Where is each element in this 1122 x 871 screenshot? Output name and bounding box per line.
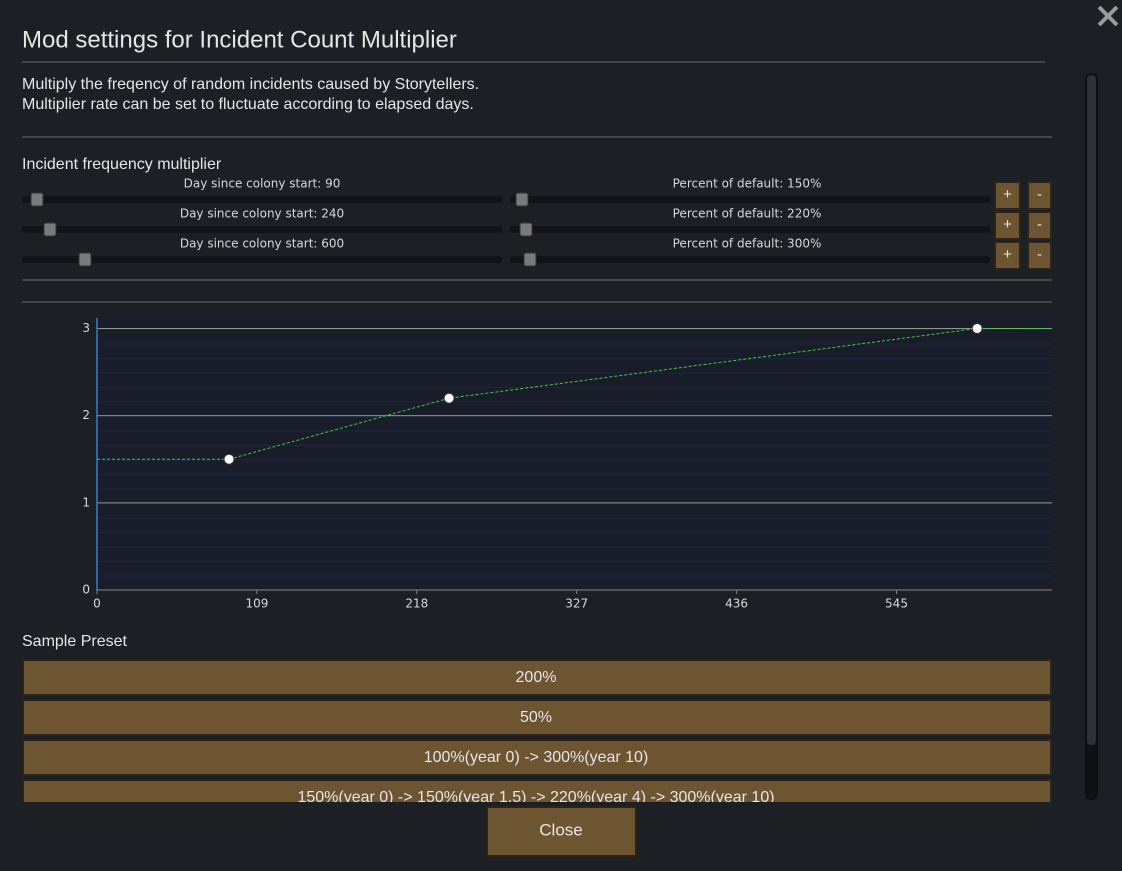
plot-minor-grid xyxy=(97,318,1052,590)
preset-label: 50% xyxy=(520,709,552,726)
minus-label: - xyxy=(1037,246,1042,263)
percent-slider-track[interactable] xyxy=(510,196,990,203)
scrollbar-thumb[interactable] xyxy=(1087,75,1096,745)
slider-thumb[interactable] xyxy=(519,222,533,237)
percent-label: Percent of default: 150% xyxy=(673,177,822,191)
x-tick-label: 327 xyxy=(565,597,588,611)
percent-label: Percent of default: 300% xyxy=(673,237,822,251)
point[interactable] xyxy=(971,322,983,334)
percent-label: Percent of default: 220% xyxy=(673,207,822,221)
plus-label: + xyxy=(1003,216,1012,233)
description: Multiply the freqency of random incident… xyxy=(22,76,479,93)
preset-label: Sample Preset xyxy=(22,633,127,650)
preset-button[interactable] xyxy=(22,779,1052,815)
plus-button[interactable] xyxy=(994,211,1021,240)
window-title: Mod settings for Incident Count Multipli… xyxy=(22,26,457,53)
plus-button[interactable] xyxy=(994,241,1021,270)
description: Multiplier rate can be set to fluctuate … xyxy=(22,96,474,113)
x-tick-label: 218 xyxy=(405,597,428,611)
preset-label: 200% xyxy=(516,669,557,686)
y-tick-label: 2 xyxy=(82,408,90,422)
plus-label: + xyxy=(1003,246,1012,263)
close-button-label: Close xyxy=(539,820,582,839)
minus-button[interactable] xyxy=(1027,181,1052,210)
preset-button[interactable] xyxy=(22,739,1052,776)
section-label: Incident frequency multiplier xyxy=(22,156,222,173)
y-tick-label: 1 xyxy=(82,495,90,509)
slider-thumb[interactable] xyxy=(523,252,537,267)
minus-button[interactable] xyxy=(1027,211,1052,240)
slider-thumb[interactable] xyxy=(515,192,529,207)
day-slider-track[interactable] xyxy=(22,196,502,203)
day-slider-track[interactable] xyxy=(22,226,502,233)
x-tick-label: 436 xyxy=(725,597,748,611)
minus-label: - xyxy=(1037,186,1042,203)
slider-thumb[interactable] xyxy=(78,252,92,267)
minus-label: - xyxy=(1037,216,1042,233)
preset-button[interactable] xyxy=(22,659,1052,696)
y-tick-label: 0 xyxy=(82,583,90,597)
percent-slider-track[interactable] xyxy=(510,226,990,233)
preset-label: 150%(year 0) -> 150%(year 1.5) -> 220%(y… xyxy=(297,789,774,806)
plus-button[interactable] xyxy=(994,181,1021,210)
plus-label: + xyxy=(1003,186,1012,203)
x-tick-label: 109 xyxy=(245,597,268,611)
x-tick-label: 545 xyxy=(885,597,908,611)
day-label: Day since colony start: 240 xyxy=(180,207,344,221)
day-label: Day since colony start: 600 xyxy=(180,237,344,251)
close-icon[interactable] xyxy=(1097,5,1119,27)
slider-thumb[interactable] xyxy=(30,192,44,207)
line xyxy=(228,327,978,460)
day-slider-track[interactable] xyxy=(22,256,502,263)
y-tick-label: 3 xyxy=(82,321,90,335)
day-label: Day since colony start: 90 xyxy=(184,177,341,191)
close-button[interactable] xyxy=(486,806,637,857)
minus-button[interactable] xyxy=(1027,241,1052,270)
preset-button[interactable] xyxy=(22,699,1052,736)
preset-label: 100%(year 0) -> 300%(year 10) xyxy=(424,749,649,766)
x-tick-label: 0 xyxy=(93,597,101,611)
slider-thumb[interactable] xyxy=(43,222,57,237)
point[interactable] xyxy=(223,453,235,465)
percent-slider-track[interactable] xyxy=(510,256,990,263)
point[interactable] xyxy=(443,392,455,404)
